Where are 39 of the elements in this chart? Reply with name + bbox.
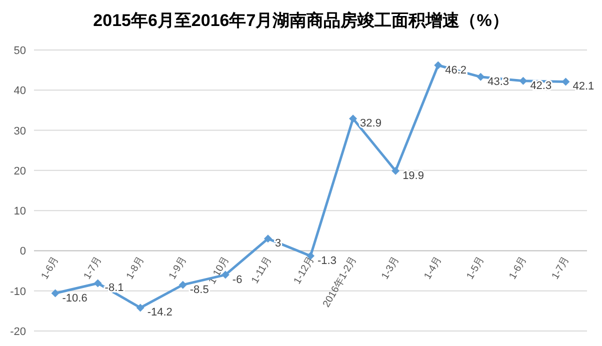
x-tick-label: 1-6月 (508, 254, 530, 282)
y-tick-label: 30 (14, 125, 26, 138)
x-tick-label: 1-6月 (40, 254, 62, 282)
y-tick-label: -20 (10, 326, 26, 338)
point (178, 280, 187, 289)
y-tick-label: 50 (14, 45, 26, 57)
x-tick-label: 1-7月 (550, 254, 572, 282)
data-label: 42.1 (572, 80, 594, 93)
x-tick-label: 1-3月 (380, 254, 402, 282)
y-tick-label: 0 (20, 246, 26, 258)
x-tick-label: 1-4月 (422, 254, 444, 282)
data-label: 19.9 (402, 170, 424, 182)
point (264, 234, 272, 243)
point (476, 72, 485, 81)
y-tick-label: 20 (14, 165, 26, 178)
point (349, 114, 358, 123)
data-label: 42.3 (530, 80, 552, 92)
data-label: -10.6 (62, 292, 88, 304)
data-label: -14.2 (147, 306, 172, 319)
x-tick-label: 1-8月 (124, 254, 146, 282)
point (519, 76, 528, 85)
y-tick-label: 40 (14, 85, 26, 98)
chart-title: 2015年6月至2016年7月湖南商品房竣工面积增速（%） (93, 11, 509, 30)
data-label: -1.3 (318, 254, 336, 267)
y-tick-label: -10 (10, 286, 26, 298)
point (51, 289, 60, 298)
x-tick-label: 1-9月 (167, 254, 189, 282)
x-tick-label: 1-7月 (82, 254, 104, 282)
point (434, 61, 442, 70)
point (94, 279, 102, 288)
data-label: -8.5 (190, 284, 209, 296)
x-tick-label: 1-5月 (464, 254, 487, 282)
point (562, 78, 570, 86)
y-tick-label: 10 (14, 206, 26, 218)
data-label: -6 (232, 274, 242, 286)
data-label: 43.3 (488, 76, 510, 88)
point (392, 166, 400, 175)
point (136, 304, 144, 312)
data-label: 32.9 (360, 118, 382, 130)
